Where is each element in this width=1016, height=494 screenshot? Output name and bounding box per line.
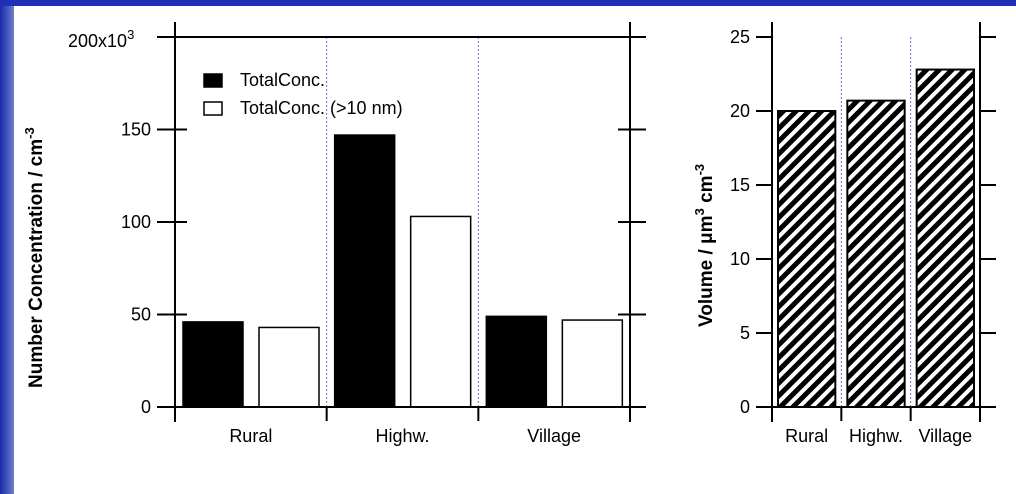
legend: TotalConc. TotalConc. (>10 nm)	[203, 70, 403, 118]
legend-swatch-totalconc	[203, 73, 223, 88]
bar-village-series1	[485, 315, 548, 408]
y-axis-title: Number Concentration / cm-3	[22, 127, 47, 388]
y-tick-label: 25	[730, 27, 750, 47]
number-concentration-chart: Rural Highw. Village 0 50 100 150 TotalConc. T…	[22, 22, 646, 446]
bar-highw	[846, 99, 906, 408]
bar-rural-series1	[182, 321, 244, 408]
bar-rural	[777, 110, 837, 408]
y-tick-label: 20	[730, 101, 750, 121]
bar-village	[915, 68, 976, 408]
y-tick-label: 100	[121, 212, 151, 232]
window-edge-strip	[0, 6, 14, 494]
top-tick-label: 200x103	[68, 27, 134, 51]
y-tick-label: 0	[740, 397, 750, 417]
x-tick-label: Village	[918, 426, 972, 446]
bar-village-series2	[561, 319, 624, 408]
x-tick-label: Rural	[785, 426, 828, 446]
legend-label-totalconc-10nm: TotalConc. (>10 nm)	[240, 98, 403, 118]
y-tick-label: 150	[121, 120, 151, 140]
bar-highw-series1	[333, 134, 396, 408]
volume-chart: Rural Highw. Village 0 5 10 15 20 25 Volume / μm…	[692, 22, 996, 446]
x-tick-label: Highw.	[375, 426, 429, 446]
y-tick-label: 0	[141, 397, 151, 417]
y-axis-title: Volume / μm3 cm-3	[692, 164, 717, 327]
x-tick-label: Highw.	[849, 426, 903, 446]
x-tick-label: Village	[527, 426, 581, 446]
y-tick-label: 50	[131, 305, 151, 325]
x-tick-label: Rural	[229, 426, 272, 446]
bar-rural-series2	[258, 326, 320, 408]
bar-highw-series2	[409, 215, 472, 408]
legend-label-totalconc: TotalConc.	[240, 70, 325, 90]
legend-swatch-totalconc-10nm	[203, 101, 223, 116]
y-tick-label: 10	[730, 249, 750, 269]
y-tick-label: 5	[740, 323, 750, 343]
y-tick-label: 15	[730, 175, 750, 195]
